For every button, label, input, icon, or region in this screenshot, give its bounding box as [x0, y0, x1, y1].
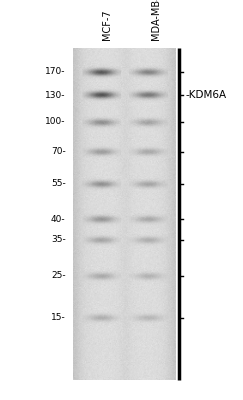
Text: -KDM6A: -KDM6A [186, 90, 227, 100]
Text: 100-: 100- [45, 118, 66, 126]
Text: 55-: 55- [51, 180, 66, 188]
Text: 170-: 170- [45, 68, 66, 76]
Text: 15-: 15- [51, 314, 66, 322]
Text: 130-: 130- [45, 91, 66, 100]
Text: 25-: 25- [51, 272, 66, 280]
Text: MDA-MB-231: MDA-MB-231 [151, 0, 161, 40]
Text: 35-: 35- [51, 236, 66, 244]
Text: 40-: 40- [51, 215, 66, 224]
Text: 70-: 70- [51, 148, 66, 156]
Text: MCF-7: MCF-7 [102, 9, 112, 40]
